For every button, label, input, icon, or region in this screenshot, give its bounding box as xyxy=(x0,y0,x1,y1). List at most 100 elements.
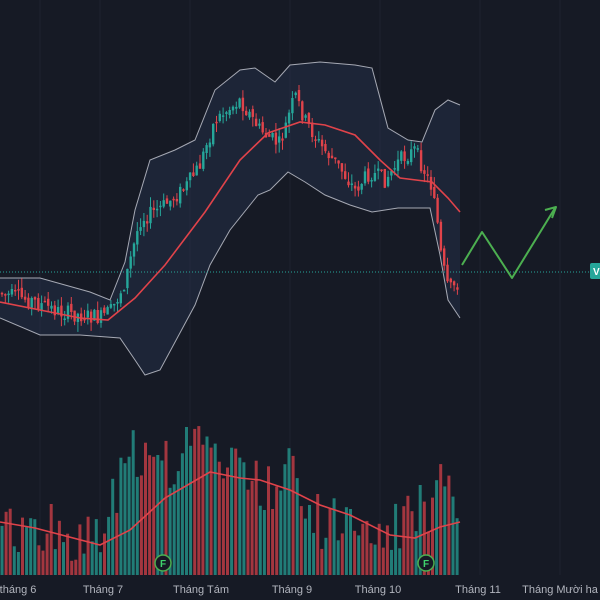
candle-body xyxy=(377,168,380,171)
volume-bar xyxy=(45,533,49,575)
candle-body xyxy=(314,139,317,141)
candle-body xyxy=(195,165,198,176)
candle-body xyxy=(413,146,416,149)
candle-body xyxy=(56,307,60,314)
candle-body xyxy=(129,256,132,269)
volume-bar xyxy=(139,475,143,575)
candle-body xyxy=(20,287,23,298)
volume-series xyxy=(0,426,459,575)
candle-body xyxy=(172,198,175,201)
candle-body xyxy=(185,181,188,191)
candle-body xyxy=(73,310,76,322)
volume-bar xyxy=(377,523,381,575)
volume-bar xyxy=(353,530,357,575)
candle-body xyxy=(278,136,281,143)
candle-body xyxy=(423,170,426,174)
candle-body xyxy=(324,144,327,152)
volume-bar xyxy=(238,457,242,575)
event-marker[interactable] xyxy=(417,554,435,572)
candle-body xyxy=(406,161,410,164)
volume-bar xyxy=(213,443,217,575)
candle-body xyxy=(119,293,122,304)
volume-bar xyxy=(107,516,111,575)
volume-bar xyxy=(435,480,439,575)
candle-body xyxy=(40,303,43,311)
volume-bar xyxy=(82,553,86,575)
volume-bar xyxy=(123,463,127,575)
volume-bar xyxy=(53,549,57,575)
candle-body xyxy=(139,227,142,231)
candle-body xyxy=(175,199,179,202)
candlestick-series xyxy=(0,85,459,332)
x-tick-label: Tháng 7 xyxy=(83,584,123,596)
candle-body xyxy=(268,134,271,137)
volume-bar xyxy=(103,533,106,575)
volume-bar xyxy=(156,455,160,575)
candle-body xyxy=(228,110,231,115)
volume-bar xyxy=(287,448,291,575)
volume-bar xyxy=(144,442,147,575)
candle-body xyxy=(294,92,297,96)
volume-bar xyxy=(398,548,402,575)
candle-body xyxy=(188,172,192,181)
price-tag-box xyxy=(590,263,600,279)
candle-body xyxy=(27,297,30,308)
volume-bar xyxy=(66,533,70,575)
volume-bar xyxy=(49,504,53,575)
candle-body xyxy=(225,112,228,114)
x-tick-label: tháng 6 xyxy=(0,584,36,596)
candle-body xyxy=(221,115,225,117)
volume-bar xyxy=(209,447,213,575)
candle-body xyxy=(281,138,284,141)
volume-bar xyxy=(193,428,197,575)
candle-body xyxy=(284,122,287,138)
volume-bar xyxy=(12,546,16,575)
volume-bar xyxy=(406,495,410,575)
candle-body xyxy=(37,298,40,310)
candle-body xyxy=(60,305,63,317)
candle-body xyxy=(159,205,162,208)
volume-bar xyxy=(168,487,172,575)
volume-bar xyxy=(254,460,258,575)
volume-bar xyxy=(295,478,299,575)
candle-body xyxy=(248,111,251,118)
volume-bar xyxy=(431,497,434,575)
candle-body xyxy=(419,150,423,172)
candle-body xyxy=(344,171,347,179)
candle-body xyxy=(433,187,436,198)
candle-body xyxy=(393,168,396,170)
volume-bar xyxy=(98,552,102,575)
candle-body xyxy=(162,200,165,207)
volume-bar xyxy=(94,519,98,575)
candle-body xyxy=(452,281,456,286)
volume-bar xyxy=(422,501,426,575)
candle-body xyxy=(103,307,106,313)
candle-body xyxy=(17,289,20,291)
candle-body xyxy=(446,264,449,282)
candle-body xyxy=(297,90,301,102)
candle-body xyxy=(7,293,10,296)
candle-body xyxy=(274,132,278,145)
candle-body xyxy=(307,113,311,124)
candle-body xyxy=(215,121,218,124)
candle-body xyxy=(23,296,27,300)
volume-bar xyxy=(443,486,447,575)
volume-bar xyxy=(41,550,45,575)
volume-bar xyxy=(336,540,340,575)
volume-bar xyxy=(312,532,316,575)
volume-bar xyxy=(275,486,279,575)
candle-body xyxy=(0,292,4,295)
candle-body xyxy=(287,112,291,124)
volume-bar xyxy=(344,507,348,575)
volume-bar xyxy=(152,456,156,575)
candle-body xyxy=(403,151,406,162)
candle-body xyxy=(165,198,169,204)
candle-body xyxy=(360,184,363,190)
volume-bar xyxy=(78,524,82,575)
candle-body xyxy=(208,142,212,148)
volume-bar xyxy=(111,478,115,575)
event-marker[interactable] xyxy=(154,554,172,572)
volume-bar xyxy=(361,523,365,575)
